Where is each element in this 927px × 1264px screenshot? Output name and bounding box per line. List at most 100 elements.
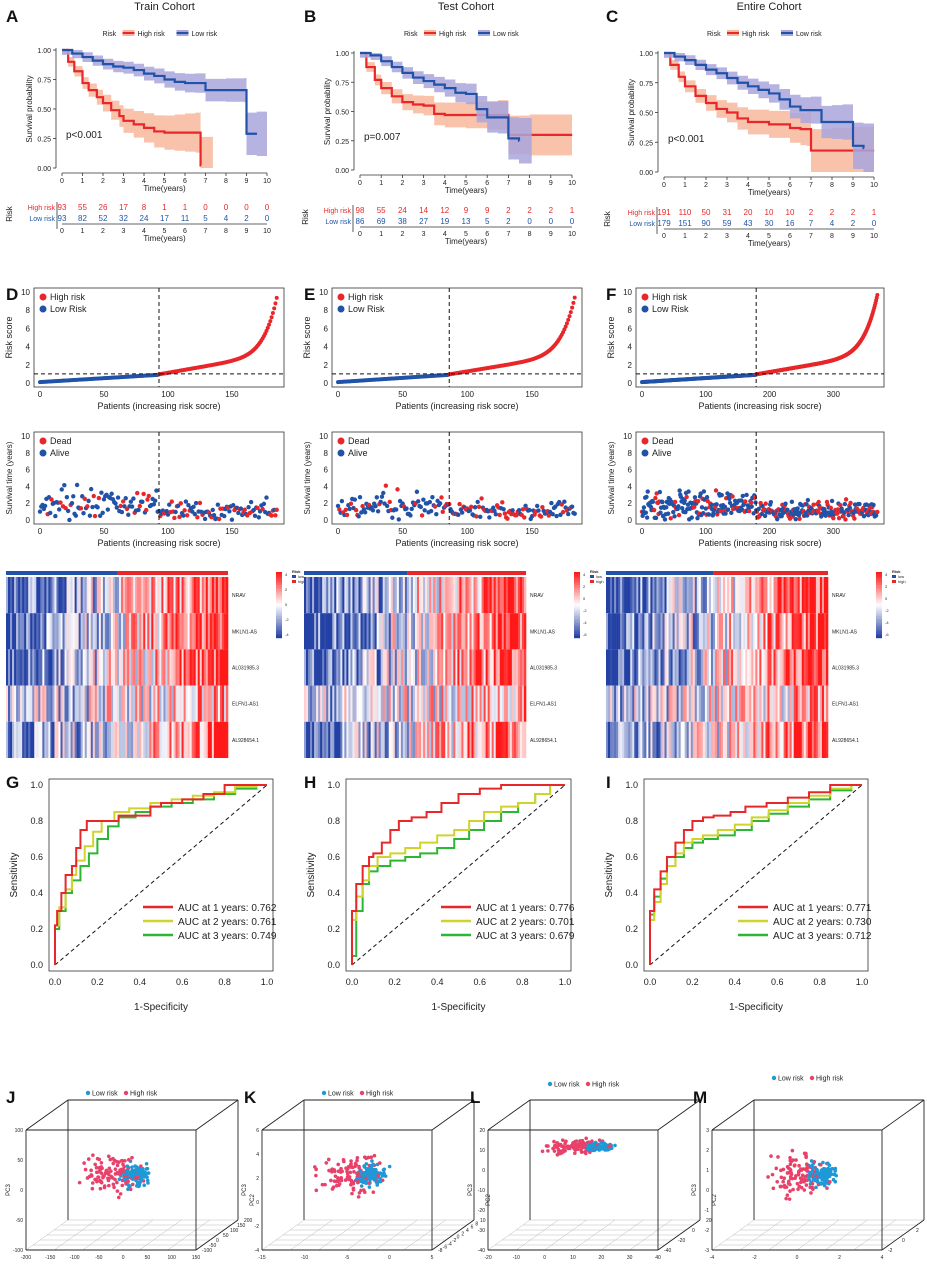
- heatmap-cell: [469, 577, 472, 614]
- survival-point: [186, 502, 191, 508]
- heatmap-cell: [475, 577, 478, 614]
- heatmap-cell: [139, 721, 142, 758]
- heatmap-cell: [801, 577, 805, 614]
- scale-step: [574, 613, 580, 617]
- heatmap-cell: [378, 613, 381, 650]
- x-tick-label: 100: [699, 390, 713, 399]
- heatmap-cell: [739, 577, 742, 614]
- heatmap-cell: [469, 613, 472, 650]
- heatmap-cell: [304, 721, 307, 758]
- heatmap-cell: [155, 685, 158, 722]
- pca-point: [553, 1143, 557, 1148]
- pca-point: [133, 1168, 137, 1172]
- survival-point: [709, 502, 714, 508]
- heatmap-cell: [616, 721, 619, 758]
- heatmap-cell: [330, 613, 333, 650]
- pc2-tick-label: 10: [480, 1218, 486, 1224]
- scale-step: [276, 613, 282, 617]
- heatmap-cell: [763, 613, 766, 650]
- heatmap-cell: [46, 721, 49, 758]
- heatmap-cell: [104, 613, 108, 650]
- heatmap-cell: [731, 649, 734, 686]
- heatmap-cell: [54, 685, 57, 722]
- y-tick-label: 2: [324, 499, 329, 508]
- pca-point: [119, 1167, 124, 1172]
- heatmap-cell: [755, 577, 758, 614]
- pc2-axis-label: PC2: [712, 1194, 718, 1206]
- heatmap-cell: [451, 613, 454, 650]
- y-tick-label: 6: [628, 466, 633, 475]
- heatmap-cell: [376, 577, 379, 614]
- heatmap-cell: [463, 577, 466, 614]
- heatmap-cell: [803, 613, 807, 650]
- heatmap-cell: [650, 721, 653, 758]
- risk-row-label: Low risk: [325, 219, 351, 226]
- heatmap-cell: [50, 685, 53, 722]
- heatmap-cell: [161, 721, 164, 758]
- y-tick-label: 0.50: [37, 107, 51, 114]
- heatmap-cell: [642, 685, 645, 722]
- heatmap-cell: [489, 685, 492, 722]
- scale-label: 2: [583, 584, 586, 589]
- heatmap-cell: [433, 685, 436, 722]
- heatmap-cell: [114, 721, 118, 758]
- heatmap-cell: [751, 613, 754, 650]
- heatmap-cell: [475, 685, 478, 722]
- heatmap-cell: [165, 613, 168, 650]
- risk-count: 0: [527, 217, 532, 226]
- heatmap-cell: [90, 685, 94, 722]
- heatmap-cell: [310, 577, 313, 614]
- heatmap-cell: [20, 613, 23, 650]
- heatmap-cell: [704, 577, 708, 614]
- survival-point: [475, 499, 480, 505]
- x-tick-label: 0.0: [644, 977, 657, 987]
- heatmap-cell: [781, 721, 784, 758]
- heatmap-cell: [60, 649, 63, 686]
- heatmap-cell: [219, 685, 223, 722]
- y-tick-label: 4: [26, 482, 31, 491]
- scale-step: [876, 631, 882, 634]
- heatmap-cell: [457, 613, 460, 650]
- heatmap-cell: [781, 685, 784, 722]
- heatmap-cell: [419, 649, 422, 686]
- heatmap-cell: [461, 613, 464, 650]
- heatmap-cell: [22, 649, 25, 686]
- heatmap-cell: [805, 721, 809, 758]
- scale-step: [574, 576, 580, 579]
- heatmap-cell: [18, 577, 21, 614]
- heatmap-cell: [809, 649, 813, 686]
- pca-point: [367, 1172, 371, 1177]
- roc-curve: [351, 784, 565, 965]
- heatmap-cell: [706, 649, 710, 686]
- y-tick-label: 0: [324, 516, 329, 525]
- heatmap-cell: [400, 649, 404, 686]
- heatmap-cell: [668, 613, 671, 650]
- heatmap-cell: [376, 721, 379, 758]
- pc1-tick-label: 20: [599, 1255, 605, 1261]
- heatmap-cell: [505, 721, 509, 758]
- heatmap-cell: [501, 613, 505, 650]
- pca-point: [825, 1186, 829, 1190]
- heatmap-cell: [108, 685, 112, 722]
- pca-point: [329, 1178, 333, 1183]
- heatmap-cell: [642, 613, 645, 650]
- pca-point: [130, 1165, 134, 1169]
- scale-step: [876, 585, 882, 588]
- heatmap-cell: [108, 613, 112, 650]
- gene-label: AL031985.3: [232, 666, 259, 672]
- heatmap-cell: [149, 577, 152, 614]
- heatmap-cell: [368, 721, 371, 758]
- survival-point: [653, 515, 659, 521]
- heatmap-cell: [427, 577, 430, 614]
- heatmap-cell: [729, 685, 732, 722]
- heatmap-cell: [636, 577, 639, 614]
- heatmap-cell: [815, 685, 819, 722]
- heatmap-cell: [137, 685, 140, 722]
- risk-table-tick: 0: [358, 231, 362, 238]
- legend-dot: [123, 1090, 129, 1096]
- heatmap-cell: [636, 613, 639, 650]
- pca-point: [106, 1172, 111, 1177]
- survival-point: [566, 511, 571, 517]
- heatmap-cell: [106, 649, 110, 686]
- pca-point: [565, 1145, 569, 1149]
